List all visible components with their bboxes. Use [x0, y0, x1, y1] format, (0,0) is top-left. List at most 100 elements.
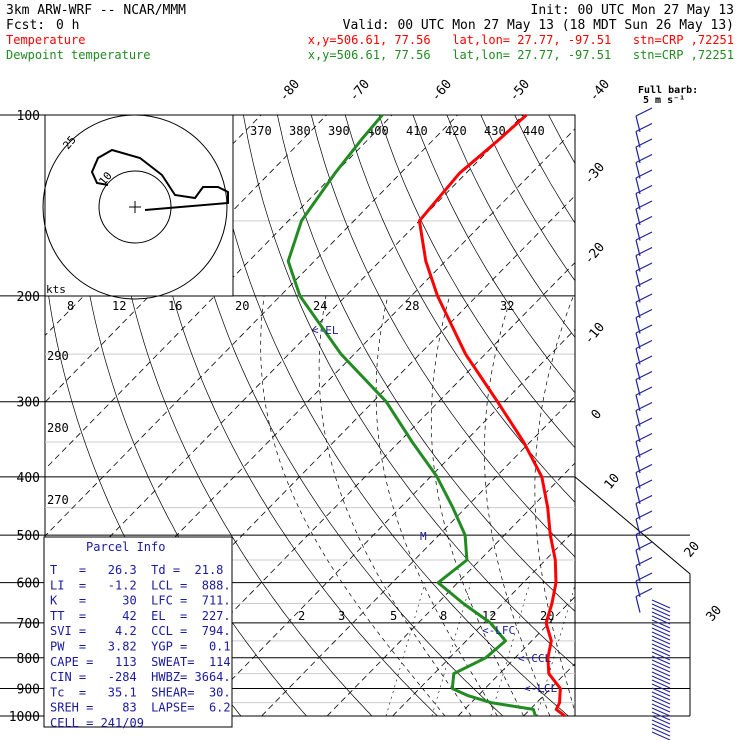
dry-adiabat: [684, 115, 740, 729]
pressure-tick-label: 1000: [9, 710, 40, 725]
wind-barb: [635, 386, 653, 396]
isotherm-label: 10: [602, 471, 624, 493]
moist-adiabat: [260, 295, 446, 716]
isotherm: [195, 328, 575, 716]
dry-adiabat: [141, 115, 438, 716]
pressure-tick-label: 200: [17, 290, 40, 305]
theta-label: 430: [484, 124, 506, 138]
dewpoint-info: x,y=506.61, 77.56 lat,lon= 27.77, -97.51…: [308, 48, 734, 62]
dewpoint-label: Dewpoint temperature: [6, 48, 151, 62]
isotherm-label: -80: [277, 77, 304, 105]
temperature-label: Temperature: [6, 33, 85, 47]
m-level: M: [420, 530, 427, 543]
wind-barb-low: [651, 671, 671, 681]
mixing-ratio-line: [589, 583, 628, 716]
wind-barb-low: [651, 651, 671, 661]
wind-barb-low: [651, 623, 671, 633]
theta-label: 410: [406, 124, 428, 138]
moist-adiabat: [318, 295, 472, 716]
pressure-tick-label: 100: [17, 109, 40, 124]
dry-adiabat: [378, 115, 575, 449]
wind-barb: [635, 153, 653, 164]
pressure-tick-label: 800: [17, 652, 40, 667]
isotherm-label: -70: [347, 77, 374, 105]
wind-barb-low: [651, 619, 671, 629]
wind-barb: [635, 401, 653, 412]
wind-barb: [635, 215, 653, 226]
wind-barb: [635, 556, 653, 567]
isotherm-label: 20: [682, 539, 704, 561]
parcel-info-row: SVI = 4.2 CCL = 794.: [50, 624, 231, 638]
pressure-tick-label: 500: [17, 529, 40, 544]
dry-adiabat: [310, 115, 575, 558]
mixing-ratio-line: [431, 582, 472, 716]
wind-barb: [635, 107, 653, 117]
dry-adiabat: [344, 115, 575, 503]
wind-barb: [635, 463, 653, 474]
wind-barb-low: [651, 599, 671, 609]
wind-barb-low: [651, 695, 671, 705]
pressure-tick-label: 300: [17, 396, 40, 411]
dry-adiabat: [107, 115, 373, 716]
dry-adiabat: [209, 115, 570, 716]
parcel-info-row: TT = 42 EL = 227.: [50, 609, 231, 623]
ccl-level: <-CCL: [518, 652, 551, 665]
wind-barb-low: [651, 615, 671, 625]
isotherm-label: 0: [589, 407, 606, 423]
theta-left-label: 280: [47, 421, 69, 435]
wind-barb-low: [651, 659, 671, 669]
hodograph-trace: [90, 148, 229, 211]
wind-barb-low: [651, 683, 671, 693]
mixing-ratio-label: 5: [390, 609, 397, 623]
wind-barb-low: [651, 719, 671, 729]
theta-e-label: 8: [67, 299, 74, 313]
parcel-info-row: CIN = -284 HWBZ= 3664.: [50, 670, 231, 684]
wind-barb: [635, 246, 653, 257]
barb-legend-1: Full barb:: [638, 85, 698, 96]
mixing-ratio-label: 8: [440, 609, 447, 623]
temperature-info: x,y=506.61, 77.56 lat,lon= 27.77, -97.51…: [308, 33, 734, 47]
isotherm: [45, 115, 458, 537]
wind-barb-low: [651, 711, 671, 721]
theta-label: 440: [523, 124, 545, 138]
isotherm: [392, 529, 575, 716]
wind-barb: [635, 231, 653, 241]
theta-e-label: 12: [112, 299, 126, 313]
theta-label: 420: [445, 124, 467, 138]
parcel-info-row: CELL = 241/09: [50, 716, 144, 730]
dry-adiabat: [514, 115, 575, 224]
mixing-ratio-line: [385, 582, 426, 716]
parcel-info-row: LI = -1.2 LCL = 888.: [50, 578, 231, 592]
wind-barb-low: [651, 707, 671, 717]
wind-barb: [635, 339, 653, 350]
lfc-level: <-LFC: [482, 624, 515, 637]
theta-e-label: 32: [500, 299, 514, 313]
wind-barb-low: [651, 699, 671, 709]
theta-e-label: 24: [313, 299, 327, 313]
pressure-tick-label: 900: [17, 682, 40, 697]
wind-barb-low: [651, 643, 671, 653]
wind-barb-low: [651, 607, 671, 617]
parcel-info-title: Parcel Info: [86, 540, 165, 554]
wind-barb-low: [651, 679, 671, 689]
wind-barb: [635, 525, 653, 536]
theta-left-label: 290: [47, 349, 69, 363]
pressure-tick-label: 400: [17, 471, 40, 486]
mixing-ratio-line: [536, 583, 575, 716]
isotherm-label: 30: [704, 603, 726, 625]
temperature-curve: [417, 113, 566, 718]
parcel-info-row: T = 26.3 Td = 21.8: [50, 563, 223, 577]
wind-barb: [635, 277, 653, 288]
theta-label: 390: [328, 124, 350, 138]
wind-barb: [635, 494, 653, 505]
wind-barb: [635, 184, 653, 195]
moist-adiabat: [582, 296, 636, 716]
wind-barb-low: [651, 675, 671, 685]
isotherm: [326, 462, 575, 716]
isotherm: [261, 395, 575, 716]
valid-time: Valid: 00 UTC Mon 27 May 13 (18 MDT Sun …: [343, 18, 734, 33]
isotherm-label: -20: [582, 240, 609, 268]
theta-label: 380: [289, 124, 311, 138]
